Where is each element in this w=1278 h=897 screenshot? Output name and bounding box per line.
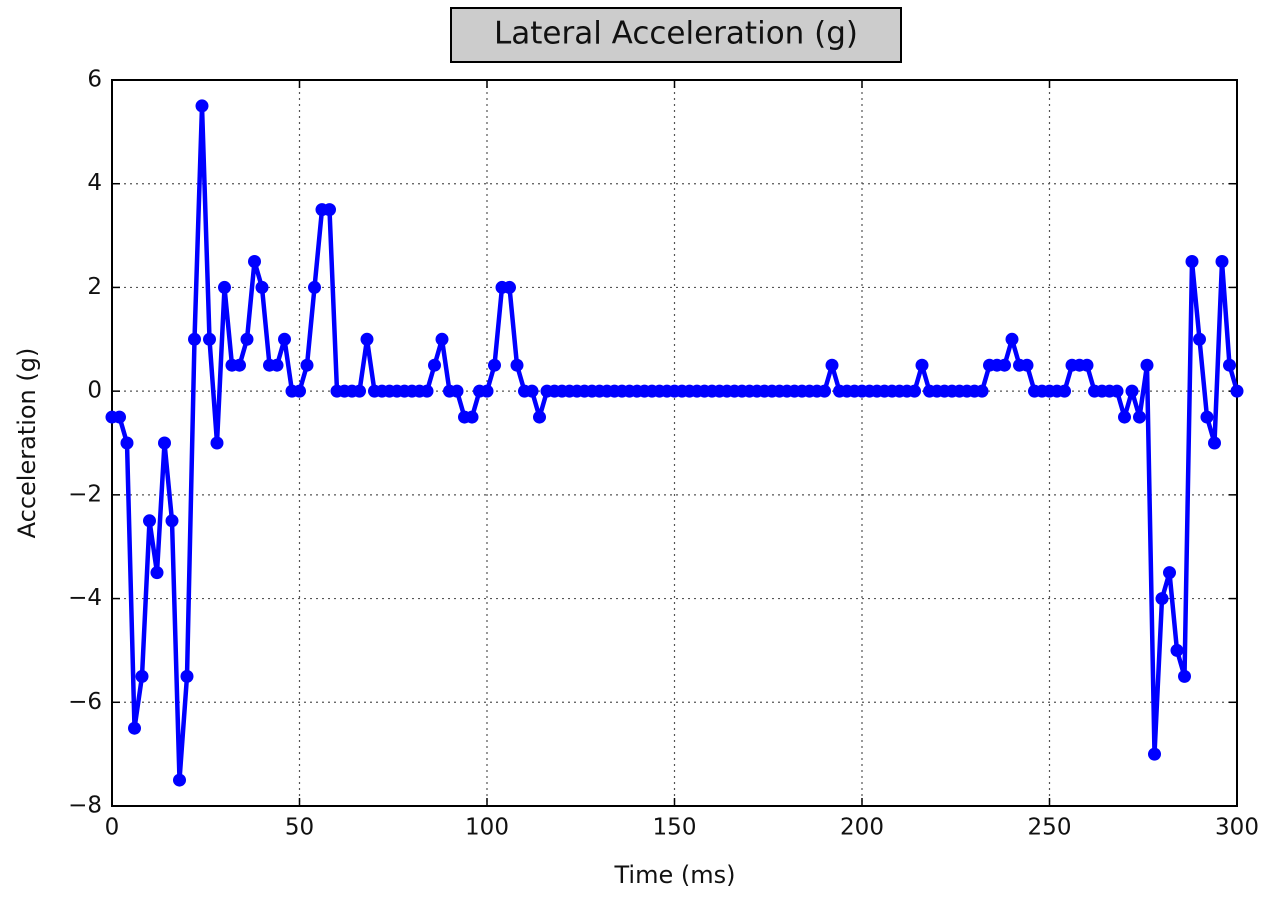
data-point (255, 280, 269, 294)
data-point (188, 332, 201, 346)
data-point (915, 358, 929, 372)
data-point (300, 358, 314, 372)
data-point (135, 669, 149, 683)
data-point (1148, 747, 1161, 761)
data-point (233, 358, 246, 372)
data-point (1005, 332, 1019, 346)
y-axis-label: Acceleration (g) (13, 348, 41, 539)
y-tick-label: 4 (87, 170, 102, 196)
data-point (525, 384, 539, 398)
data-point (278, 332, 291, 346)
data-point (143, 514, 156, 528)
x-tick-label: 100 (465, 815, 509, 841)
x-tick-label: 200 (840, 815, 884, 841)
data-point (1140, 358, 1154, 372)
data-point (353, 384, 366, 398)
data-point (1155, 592, 1169, 606)
data-point (465, 410, 479, 424)
data-point (488, 358, 501, 372)
data-point (533, 410, 546, 424)
x-tick-label: 300 (1215, 815, 1259, 841)
data-point (1133, 410, 1146, 424)
data-point (450, 384, 464, 398)
data-point (1020, 358, 1034, 372)
data-point (503, 280, 516, 294)
x-tick-label: 50 (285, 815, 314, 841)
data-point (1223, 358, 1236, 372)
data-point (1185, 255, 1199, 268)
data-point (323, 203, 336, 217)
data-point (998, 358, 1011, 372)
data-point (428, 358, 441, 372)
data-point (270, 358, 284, 372)
chart-title: Lateral Acceleration (g) (494, 16, 858, 52)
title-box (450, 7, 902, 63)
data-point (165, 514, 179, 528)
data-point (510, 358, 524, 372)
data-point (1200, 410, 1214, 424)
data-point (203, 332, 216, 346)
y-tick-label: −8 (68, 793, 102, 819)
y-tick-label: −2 (68, 481, 102, 507)
data-point (210, 436, 224, 450)
data-point (113, 410, 126, 424)
data-point (240, 332, 254, 346)
data-point (248, 255, 261, 268)
data-point (195, 99, 209, 113)
data-point (818, 384, 831, 398)
x-tick-label: 150 (653, 815, 697, 841)
data-point (1058, 384, 1071, 398)
data-point (1118, 410, 1131, 424)
y-tick-label: 6 (87, 67, 102, 93)
data-point (1215, 255, 1229, 268)
data-point (1080, 358, 1094, 372)
y-tick-label: 0 (87, 378, 102, 404)
data-point (218, 280, 231, 294)
y-tick-label: −4 (68, 585, 102, 611)
data-point (1110, 384, 1124, 398)
data-point (908, 384, 921, 398)
y-tick-label: 2 (87, 274, 102, 300)
data-point (975, 384, 989, 398)
data-point (1193, 332, 1206, 346)
data-point (435, 332, 449, 346)
x-axis-label: Time (ms) (614, 861, 736, 889)
data-point (1163, 566, 1176, 580)
y-tick-label: −6 (68, 689, 102, 715)
data-point (180, 669, 194, 683)
plot-frame (111, 79, 1238, 807)
data-point (120, 436, 134, 450)
x-tick-label: 250 (1028, 815, 1072, 841)
data-point (825, 358, 839, 372)
data-point (293, 384, 306, 398)
data-point (128, 721, 141, 735)
x-tick-label: 0 (105, 815, 120, 841)
data-point (158, 436, 171, 450)
data-point (1208, 436, 1221, 450)
data-point (1170, 643, 1184, 657)
data-point (308, 280, 321, 294)
data-point (150, 566, 164, 580)
data-point (360, 332, 374, 346)
data-point (480, 384, 494, 398)
data-point (173, 773, 186, 787)
data-point (1178, 669, 1191, 683)
data-point (1125, 384, 1139, 398)
data-point (420, 384, 434, 398)
data-point (1230, 384, 1244, 398)
